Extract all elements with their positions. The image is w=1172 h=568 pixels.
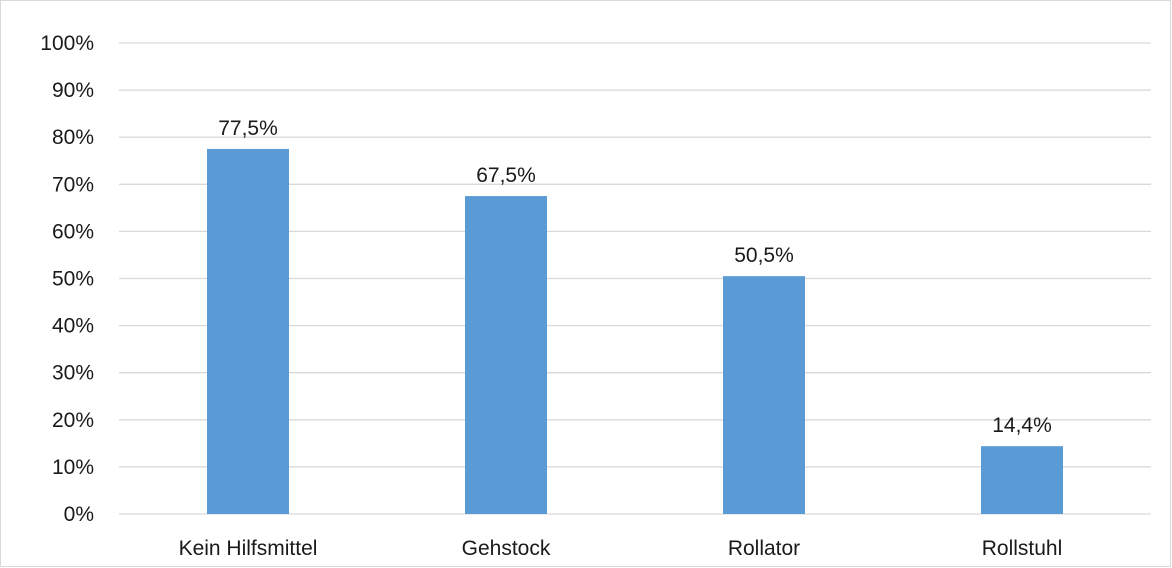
data-label: 14,4% [992, 414, 1052, 437]
bars [207, 148, 1063, 514]
x-category-label: Gehstock [462, 537, 551, 560]
y-tick-label: 100% [40, 32, 94, 55]
y-axis-tick-labels: 0% 10% 20% 30% 40% 50% 60% 70% 80% 90% 100% [40, 32, 94, 526]
data-labels: 77,5% 67,5% 50,5% 14,4% [218, 117, 1052, 437]
data-label: 67,5% [476, 164, 536, 187]
data-label: 50,5% [734, 244, 794, 267]
gridlines [119, 42, 1151, 515]
y-tick-label: 90% [52, 79, 94, 102]
y-tick-label: 0% [64, 503, 94, 526]
x-category-label: Kein Hilfsmittel [179, 537, 318, 560]
bar [981, 446, 1063, 514]
y-tick-label: 30% [52, 362, 94, 385]
bar [207, 148, 289, 514]
y-tick-label: 10% [52, 456, 94, 479]
data-label: 77,5% [218, 117, 278, 140]
y-tick-label: 20% [52, 409, 94, 432]
bar [465, 196, 547, 514]
y-tick-label: 80% [52, 126, 94, 149]
y-tick-label: 70% [52, 173, 94, 196]
y-tick-label: 60% [52, 220, 94, 243]
y-tick-label: 40% [52, 315, 94, 338]
bar [723, 276, 805, 514]
x-category-label: Rollstuhl [982, 537, 1063, 560]
y-tick-label: 50% [52, 268, 94, 291]
x-axis-category-labels: Kein Hilfsmittel Gehstock Rollator Rollstuh… [179, 537, 1063, 560]
x-category-label: Rollator [728, 537, 800, 560]
